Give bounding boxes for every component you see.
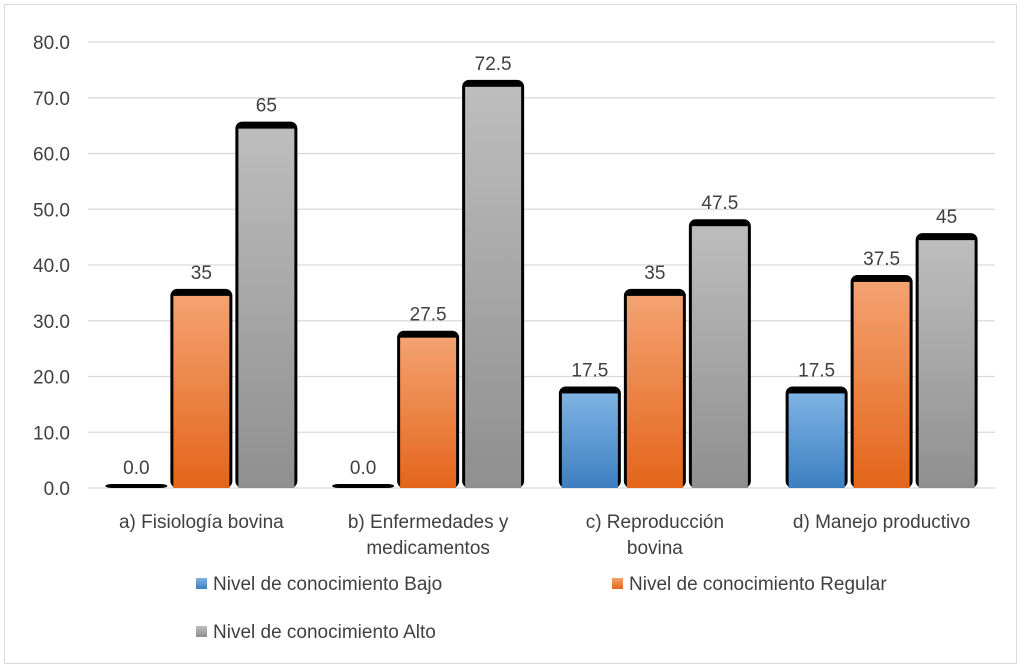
bar [561, 393, 618, 488]
data-label: 65 [256, 96, 277, 117]
legend-label: Nivel de conocimiento Bajo [213, 574, 442, 595]
legend-label: Nivel de conocimiento Regular [629, 574, 887, 595]
y-tick-label: 10.0 [33, 423, 70, 444]
y-tick-label: 30.0 [33, 312, 70, 333]
bar [626, 295, 683, 488]
bar [465, 86, 522, 488]
bar [173, 295, 230, 488]
data-label: 37.5 [863, 249, 900, 270]
data-label: 35 [191, 263, 212, 284]
bar [400, 337, 457, 488]
y-tick-label: 20.0 [33, 368, 70, 389]
bar-outline [332, 484, 395, 488]
legend-label: Nivel de conocimiento Alto [213, 622, 436, 643]
data-label: 27.5 [410, 305, 447, 326]
bar [691, 226, 748, 488]
data-label: 72.5 [475, 54, 512, 75]
data-label: 45 [936, 207, 957, 228]
y-tick-label: 0.0 [44, 479, 70, 500]
legend-swatch [196, 626, 207, 637]
legend-swatch [612, 578, 623, 589]
legend-swatch [196, 578, 207, 589]
y-tick-label: 80.0 [33, 33, 70, 54]
category-label: a) Fisiología bovina [119, 512, 284, 533]
bar [853, 281, 910, 488]
y-tick-label: 40.0 [33, 256, 70, 277]
category-label: b) Enfermedades y medicamentos [348, 512, 509, 559]
bar [788, 393, 845, 488]
y-tick-label: 70.0 [33, 89, 70, 110]
bar-outline [105, 484, 168, 488]
data-label: 0.0 [123, 458, 149, 479]
y-tick-label: 50.0 [33, 200, 70, 221]
data-label: 17.5 [798, 360, 835, 381]
data-label: 0.0 [350, 458, 376, 479]
bar [918, 240, 975, 488]
data-label: 47.5 [701, 193, 738, 214]
data-label: 35 [644, 263, 665, 284]
y-tick-label: 60.0 [33, 145, 70, 166]
category-label: d) Manejo productivo [793, 512, 970, 533]
bar [238, 128, 295, 488]
data-label: 17.5 [571, 360, 608, 381]
category-label: c) Reproducción bovina [586, 512, 724, 559]
